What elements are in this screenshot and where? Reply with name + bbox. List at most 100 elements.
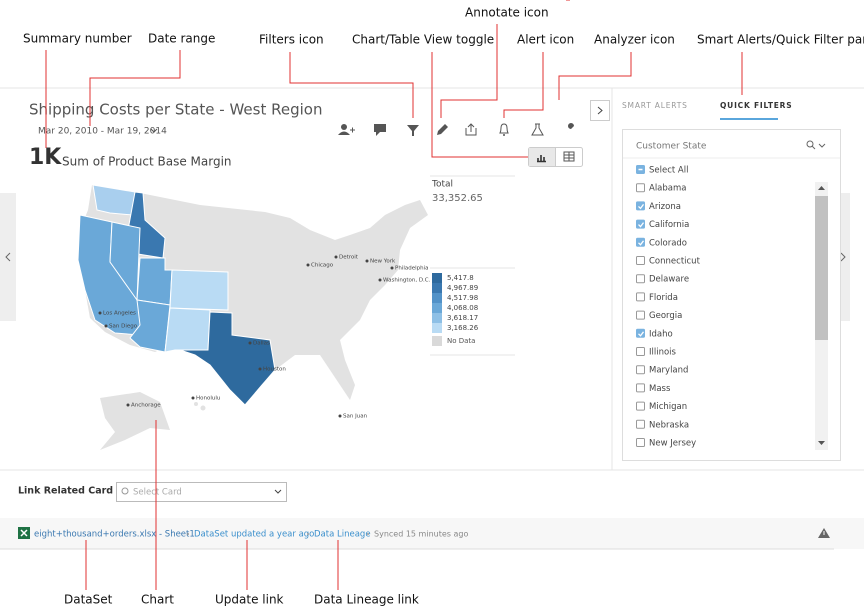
option-label[interactable]: Mass [649,384,671,394]
share-user-icon[interactable] [338,124,355,135]
checkmark [638,331,645,337]
select-placeholder: Select Card [133,488,182,498]
option-label[interactable]: Georgia [649,311,682,321]
checkbox[interactable] [636,383,645,393]
summary-value: 1K [29,145,62,170]
filter-search-icon[interactable] [806,140,816,150]
option-label[interactable]: Arizona [649,202,681,212]
legend-label: 4,068.08 [447,304,478,312]
city-dot [365,259,369,263]
view-toggle[interactable] [528,147,583,167]
map[interactable] [77,184,428,450]
checkbox[interactable] [636,183,645,193]
select-card[interactable] [116,482,287,502]
city-label: Washington, D.C. [383,278,431,284]
annotation-line [503,52,544,118]
legend-label: 3,168.26 [447,324,479,332]
option-label[interactable]: Connecticut [649,257,701,267]
checkmark [638,222,645,228]
annotate-icon[interactable] [437,124,448,135]
option-label[interactable]: Select All [649,166,688,176]
update-link[interactable]: DataSet updated a year ago [194,530,314,540]
lineage-link[interactable]: Data Lineage [314,530,371,540]
checkbox[interactable] [636,328,645,338]
analyzer-icon[interactable] [531,123,544,136]
checkbox[interactable] [636,438,645,447]
city-dot [248,341,252,345]
option-label[interactable]: California [649,220,689,230]
active-tab-underline [720,118,778,120]
excel-icon [18,527,30,539]
option-label[interactable]: Idaho [649,329,673,339]
select-search-icon [121,487,129,495]
legend-label: 3,618.17 [447,314,478,322]
card-title: Shipping Costs per State - West Region [29,101,322,119]
legend-label: 4,517.98 [447,294,478,302]
summary-label: Sum of Product Base Margin [62,155,232,169]
option-label[interactable]: Alabama [649,184,686,194]
annotation: Filters icon [259,33,324,47]
option-label[interactable]: Delaware [649,275,689,285]
scroll-down[interactable] [818,441,825,445]
checkbox[interactable] [636,365,645,375]
legend-swatch [432,323,442,333]
checkbox[interactable] [636,201,645,211]
option-label[interactable]: Florida [649,293,678,303]
option-label[interactable]: Michigan [649,402,687,412]
checkbox[interactable] [636,419,645,429]
tab-quick-filters[interactable]: QUICK FILTERS [720,101,792,110]
scroll-up[interactable] [818,186,825,190]
city-dot [378,278,382,282]
city-label: Dallas [253,341,270,347]
date-range[interactable]: Mar 20, 2010 - Mar 19, 2014 [38,127,167,137]
checkbox[interactable] [636,310,645,320]
city-dot [104,324,108,328]
dataset-link[interactable]: eight+thousand+orders.xlsx - Sheet1 [34,530,195,540]
checkbox[interactable] [636,219,645,229]
filter-box [622,129,841,461]
filter-caret[interactable] [818,143,826,148]
option-label[interactable]: Colorado [649,238,687,248]
tab-smart-alerts[interactable]: SMART ALERTS [622,101,688,110]
checkbox[interactable] [636,237,645,247]
annotation-line [440,24,498,118]
total-value: 33,352.65 [432,193,483,204]
city-dot [191,396,195,400]
filters-icon[interactable] [407,125,419,136]
legend-swatch [432,303,442,313]
checkbox[interactable] [636,347,645,356]
select-caret [274,489,282,494]
export-icon[interactable] [465,123,477,136]
scrollbar-thumb[interactable] [815,196,828,340]
city-label: San Diego [109,324,138,330]
option-label[interactable]: Illinois [649,348,677,358]
checkbox[interactable] [636,401,645,411]
checkbox[interactable] [636,256,645,265]
legend-swatch [432,313,442,323]
option-label[interactable]: New Jersey [649,439,696,449]
alert-icon[interactable] [499,123,509,136]
checkbox[interactable] [636,274,645,284]
warning-icon[interactable] [818,528,830,538]
link-related-label: Link Related Card [18,486,113,497]
city-label: Houston [263,367,286,373]
checkmark [638,240,645,246]
legend-label: 5,417.8 [447,274,474,282]
option-label[interactable]: Nebraska [649,420,689,430]
annotation: Update link [215,593,284,607]
wrench-icon[interactable] [565,123,574,135]
city-label: New York [370,259,396,265]
collapse-panel-button[interactable] [590,100,610,121]
annotation: Chart [141,593,174,607]
city-dot [334,255,338,259]
checkbox[interactable] [636,292,645,302]
comment-icon[interactable] [374,124,386,136]
prev-card[interactable] [0,193,16,321]
annotation: Chart/Table View toggle [352,33,494,47]
annotation-line [558,52,632,100]
no-data-swatch [432,336,442,346]
option-label[interactable]: Maryland [649,366,688,376]
legend-label: 4,967.89 [447,284,478,292]
